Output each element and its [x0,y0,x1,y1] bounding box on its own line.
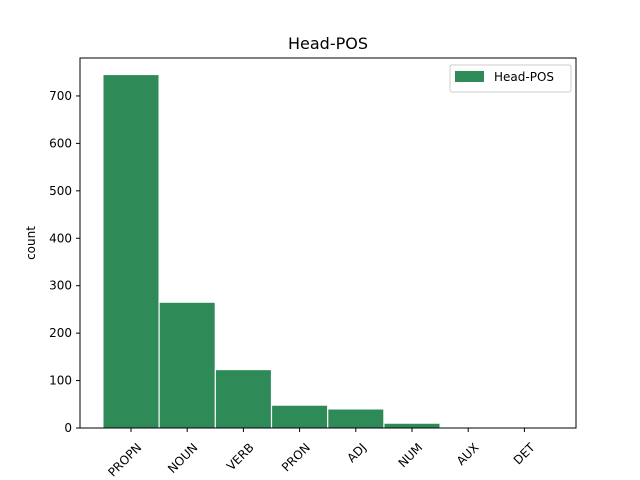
legend-swatch [455,71,484,82]
legend: Head-POS [449,64,572,93]
y-tick-label: 500 [49,184,72,198]
x-tick-label: VERB [224,440,257,473]
bar-verb [214,369,272,429]
bar-adj [327,408,385,429]
y-tick-label: 700 [49,89,72,103]
y-tick-label: 400 [49,231,72,245]
y-tick-label: 300 [49,279,72,293]
x-tick-label: PROPN [105,440,144,479]
plot-frame [79,57,577,429]
y-axis-label: count [24,226,38,260]
x-axis-ticks: PROPN NOUN VERB PRON ADJ NUM AUX DET [105,428,538,479]
x-tick-label: NOUN [165,440,200,475]
x-tick-label: PRON [279,440,313,474]
y-tick-label: 200 [49,326,72,340]
bar-pron [271,404,329,429]
bar-group [102,74,553,429]
legend-label: Head-POS [494,70,554,84]
x-tick-label: DET [511,440,538,467]
bar-num [383,422,441,429]
x-tick-label: AUX [454,440,482,468]
y-tick-label: 0 [64,421,72,435]
bar-propn [102,74,160,429]
y-axis-ticks: 0 100 200 300 400 500 600 700 [49,89,80,435]
x-tick-label: NUM [396,440,426,470]
y-tick-label: 600 [49,136,72,150]
chart-title: Head-POS [288,34,368,53]
bar-noun [158,301,216,429]
x-tick-label: ADJ [344,440,369,465]
y-tick-label: 100 [49,374,72,388]
